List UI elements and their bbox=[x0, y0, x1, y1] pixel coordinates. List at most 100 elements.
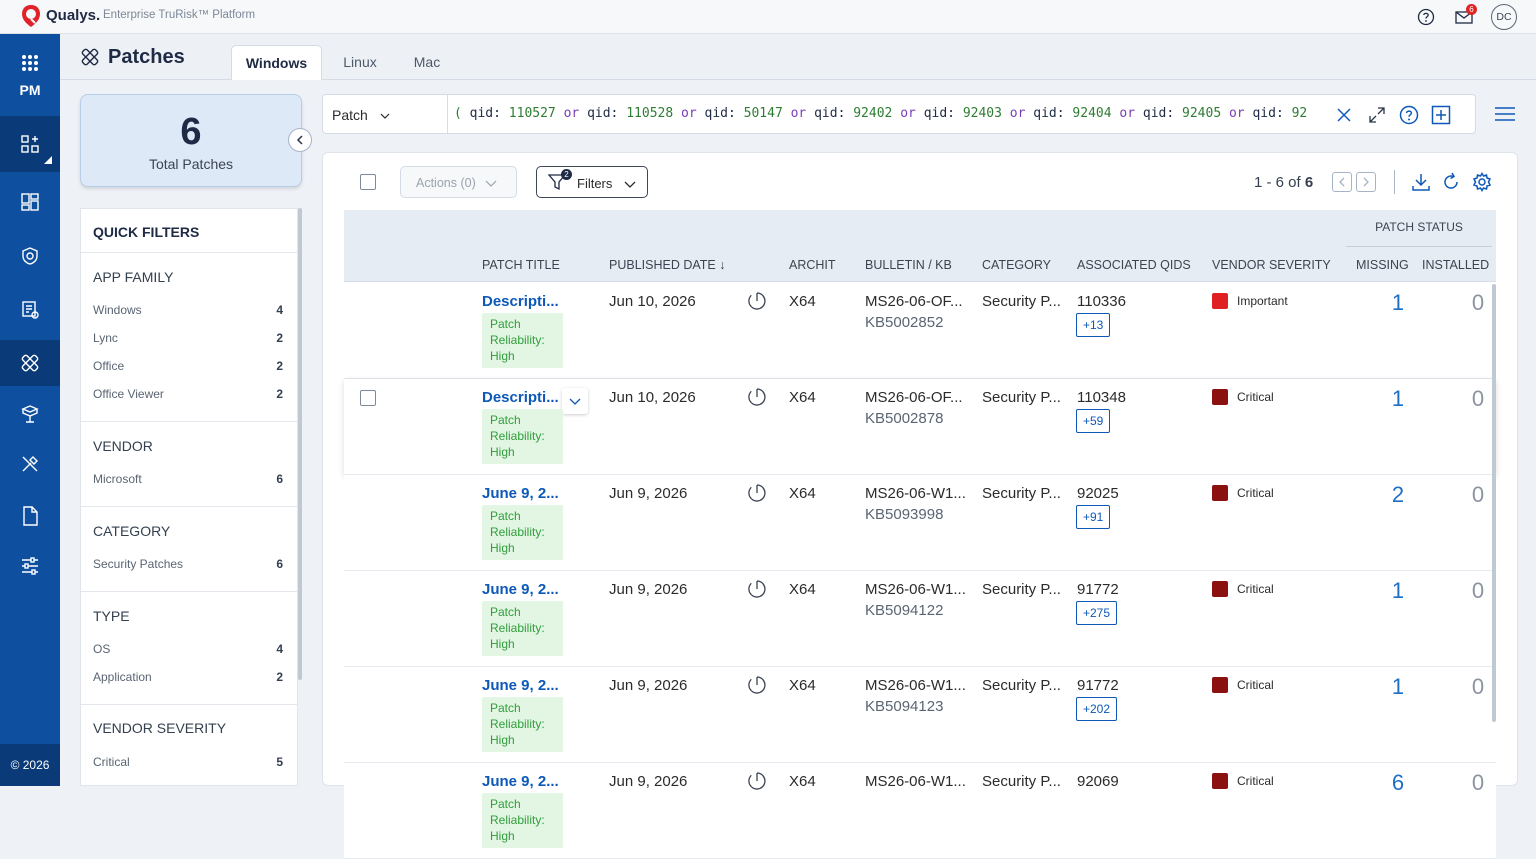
filter-item-office[interactable]: Office 2 bbox=[93, 359, 283, 373]
installed-count[interactable]: 0 bbox=[1471, 482, 1485, 507]
filter-item-security-patches[interactable]: Security Patches 6 bbox=[93, 557, 283, 571]
patch-title-link[interactable]: June 9, 2... bbox=[482, 485, 559, 502]
settings-gear-icon[interactable] bbox=[1471, 171, 1493, 193]
dashboard-icon[interactable] bbox=[0, 182, 60, 222]
clock-icon bbox=[747, 483, 767, 508]
assets-icon[interactable] bbox=[0, 290, 60, 330]
reliability-line: Patch bbox=[490, 317, 521, 331]
missing-count-link[interactable]: 1 bbox=[1391, 290, 1405, 315]
row-expand-button[interactable] bbox=[562, 388, 588, 414]
collapse-panel-button[interactable] bbox=[288, 128, 312, 152]
tools-icon[interactable] bbox=[0, 444, 60, 484]
toolbar-divider bbox=[1394, 170, 1395, 194]
query-input[interactable]: ( qid: 110527 or qid: 110528 or qid: 501… bbox=[454, 106, 1326, 121]
quick-filters-scrollbar[interactable] bbox=[298, 208, 302, 680]
more-qids-button[interactable]: +13 bbox=[1076, 313, 1111, 337]
total-patches-count: 6 bbox=[180, 111, 202, 153]
more-qids-button[interactable]: +275 bbox=[1076, 601, 1118, 625]
query-token: 92405 bbox=[1182, 106, 1222, 121]
deploy-icon[interactable] bbox=[0, 394, 60, 434]
installed-count[interactable]: 0 bbox=[1471, 578, 1485, 603]
patch-title-link[interactable]: June 9, 2... bbox=[482, 773, 559, 790]
patch-reliability-badge: Patch Reliability: High bbox=[482, 409, 563, 464]
filter-item-lync[interactable]: Lync 2 bbox=[93, 331, 283, 345]
next-page-button[interactable] bbox=[1356, 172, 1376, 192]
col-installed[interactable]: INSTALLED bbox=[1422, 258, 1490, 272]
query-help-icon[interactable] bbox=[1398, 104, 1420, 126]
col-bulletin-kb[interactable]: BULLETIN / KB bbox=[865, 258, 952, 272]
select-all-checkbox[interactable] bbox=[360, 174, 376, 190]
tab-windows[interactable]: Windows bbox=[231, 45, 322, 80]
clock-icon bbox=[747, 291, 767, 316]
patch-title-link[interactable]: June 9, 2... bbox=[482, 677, 559, 694]
table-scrollbar[interactable] bbox=[1492, 284, 1496, 722]
refresh-icon[interactable] bbox=[1440, 171, 1462, 193]
patch-reliability-badge: Patch Reliability: High bbox=[482, 601, 563, 656]
col-category[interactable]: CATEGORY bbox=[982, 258, 1051, 272]
more-qids-button[interactable]: +59 bbox=[1076, 409, 1111, 433]
missing-count-link[interactable]: 6 bbox=[1391, 770, 1405, 795]
patch-title-link[interactable]: June 9, 2... bbox=[482, 581, 559, 598]
query-token: 92402 bbox=[853, 106, 893, 121]
tab-mac[interactable]: Mac bbox=[413, 54, 441, 70]
missing-count-link[interactable]: 1 bbox=[1391, 386, 1405, 411]
clock-icon bbox=[747, 675, 767, 700]
query-type-select[interactable]: Patch bbox=[322, 94, 448, 134]
col-architecture[interactable]: ARCHIT bbox=[789, 258, 836, 272]
col-patch-title[interactable]: PATCH TITLE bbox=[482, 258, 560, 272]
missing-count-link[interactable]: 1 bbox=[1391, 674, 1405, 699]
row-checkbox[interactable] bbox=[360, 390, 376, 406]
filter-item-critical[interactable]: Critical 5 bbox=[93, 755, 283, 769]
help-circle-icon[interactable] bbox=[1414, 5, 1438, 29]
actions-dropdown[interactable]: Actions (0) bbox=[400, 166, 517, 198]
apps-grid-icon[interactable] bbox=[0, 50, 60, 76]
query-token: qid: bbox=[1252, 106, 1292, 121]
vendor-severity: Critical bbox=[1237, 582, 1274, 596]
reliability-line: Reliability: bbox=[490, 717, 545, 731]
tab-linux[interactable]: Linux bbox=[343, 54, 377, 70]
more-qids-button[interactable]: +202 bbox=[1076, 697, 1118, 721]
patches-icon[interactable] bbox=[0, 340, 60, 386]
installed-count[interactable]: 0 bbox=[1471, 386, 1485, 411]
patch-title-link[interactable]: Descripti... bbox=[482, 389, 559, 406]
installed-count[interactable]: 0 bbox=[1471, 770, 1485, 795]
document-icon[interactable] bbox=[0, 496, 60, 536]
category: Security P... bbox=[982, 677, 1061, 694]
download-icon[interactable] bbox=[1410, 171, 1432, 193]
patch-title-link[interactable]: Descripti... bbox=[482, 293, 559, 310]
user-avatar[interactable]: DC bbox=[1491, 4, 1517, 30]
query-token: 110527 bbox=[508, 106, 556, 121]
filter-item-os[interactable]: OS 4 bbox=[93, 642, 283, 656]
filter-item-label: OS bbox=[93, 642, 111, 656]
filter-item-microsoft[interactable]: Microsoft 6 bbox=[93, 472, 283, 486]
prev-page-button[interactable] bbox=[1332, 172, 1352, 192]
category: Security P... bbox=[982, 485, 1061, 502]
missing-count-link[interactable]: 2 bbox=[1391, 482, 1405, 507]
col-published-date[interactable]: PUBLISHED DATE ↓ bbox=[609, 258, 726, 272]
filter-item-windows[interactable]: Windows 4 bbox=[93, 303, 283, 317]
reliability-line: Reliability: bbox=[490, 333, 545, 347]
col-vendor-severity[interactable]: VENDOR SEVERITY bbox=[1212, 258, 1331, 272]
menu-icon[interactable] bbox=[1494, 106, 1516, 127]
filter-item-office-viewer[interactable]: Office Viewer 2 bbox=[93, 387, 283, 401]
add-query-icon[interactable] bbox=[1430, 104, 1452, 126]
installed-count[interactable]: 0 bbox=[1471, 290, 1485, 315]
missing-count-link[interactable]: 1 bbox=[1391, 578, 1405, 603]
expand-icon[interactable] bbox=[1366, 104, 1388, 126]
col-associated-qids[interactable]: ASSOCIATED QIDS bbox=[1077, 258, 1191, 272]
more-qids-button[interactable]: +91 bbox=[1076, 505, 1111, 529]
shield-target-icon[interactable] bbox=[0, 236, 60, 276]
col-missing[interactable]: MISSING bbox=[1356, 258, 1409, 272]
table-header bbox=[344, 210, 1496, 282]
patch-status-group-header: PATCH STATUS bbox=[1375, 220, 1463, 234]
installed-count[interactable]: 0 bbox=[1471, 674, 1485, 699]
reliability-line: Patch bbox=[490, 605, 521, 619]
dashboard-add-icon[interactable] bbox=[0, 116, 60, 172]
architecture: X64 bbox=[789, 773, 816, 790]
associated-qid: 110336 bbox=[1077, 293, 1126, 310]
clear-query-icon[interactable] bbox=[1333, 104, 1355, 126]
severity-indicator bbox=[1212, 581, 1228, 597]
copyright: © 2026 bbox=[0, 744, 60, 786]
filter-item-application[interactable]: Application 2 bbox=[93, 670, 283, 684]
settings-sliders-icon[interactable] bbox=[0, 546, 60, 586]
